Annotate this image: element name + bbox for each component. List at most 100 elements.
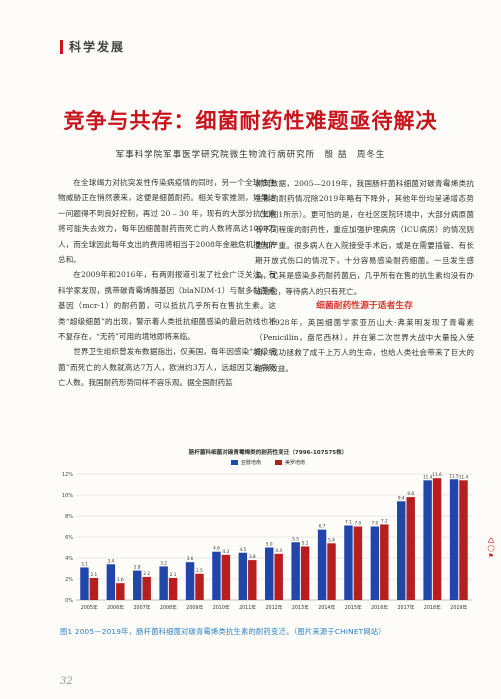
data-label: 7.2	[381, 518, 388, 523]
triangle-icon: 🛆	[487, 536, 495, 544]
bar	[142, 576, 151, 600]
article-authors: 军事科学院军事医学研究院微生物流行病研究所 殷 喆 周冬生	[115, 150, 386, 160]
y-tick-label: 0%	[65, 598, 73, 604]
bar	[291, 542, 300, 600]
chart-legend: 亚胺培南 美罗培南	[58, 459, 478, 466]
x-tick-label: 2008年	[160, 604, 177, 611]
left-column: 在全球竭力对抗突发性传染病疫情的同时，另一个全球性生物威胁正在悄然袭来，这便是细…	[58, 175, 276, 391]
data-label: 2.8	[134, 565, 141, 570]
x-tick-label: 2006年	[107, 604, 124, 611]
data-label: 4.3	[223, 549, 230, 554]
y-tick-label: 4%	[65, 556, 73, 562]
data-label: 9.8	[407, 491, 414, 496]
bar	[195, 573, 204, 600]
bar	[265, 547, 274, 600]
bar	[89, 577, 99, 600]
bar	[370, 526, 380, 600]
data-label: 4.6	[213, 546, 220, 551]
data-label: 5.4	[328, 537, 335, 542]
data-label: 7.0	[355, 521, 362, 526]
flag-icon: ⚑	[488, 552, 494, 560]
bar	[168, 577, 178, 600]
y-tick-label: 10%	[62, 493, 73, 499]
bar	[248, 560, 257, 600]
data-label: 1.6	[117, 577, 124, 582]
bar	[238, 552, 248, 600]
section-header: 科学发展	[60, 38, 125, 55]
x-tick-label: 2016年	[371, 604, 388, 611]
x-tick-label: 2014年	[318, 604, 335, 611]
bar	[449, 479, 459, 600]
paragraph: 测网数据，2005—2019年，我国肠杆菌科细菌对碳青霉烯类抗生素的耐药情况除2…	[255, 179, 474, 296]
x-tick-label: 2012年	[265, 604, 282, 611]
paragraph: 世界卫生组织曾发布数据指出，仅美国，每年因感染“超级细菌”而死亡的人数就高达7万…	[58, 347, 276, 388]
data-label: 5.0	[266, 542, 273, 547]
data-label: 2.1	[170, 572, 177, 577]
y-tick-label: 8%	[65, 514, 73, 520]
figure-caption: 图1 2005—2019年，肠杆菌科细菌对碳青霉烯类抗生素的耐药变迁。（图片来源…	[60, 627, 386, 636]
data-label: 3.1	[81, 561, 88, 566]
data-label: 7.1	[345, 519, 352, 524]
bar	[344, 525, 353, 600]
bar	[221, 554, 231, 600]
y-tick-label: 12%	[62, 472, 73, 478]
x-tick-label: 2019年	[450, 604, 467, 611]
bar	[459, 480, 468, 600]
bar	[423, 480, 432, 600]
bar	[397, 501, 406, 600]
page-number: 32	[60, 676, 73, 687]
data-label: 11.4	[423, 474, 433, 479]
data-label: 3.2	[160, 560, 167, 565]
bar	[212, 551, 221, 600]
paragraph: 在全球竭力对抗突发性传染病疫情的同时，另一个全球性生物威胁正在悄然袭来，这便是细…	[58, 178, 276, 265]
x-tick-label: 2015年	[345, 604, 362, 611]
bar	[159, 566, 168, 600]
x-tick-label: 2011年	[239, 604, 256, 611]
bar	[116, 583, 125, 600]
bar-chart: 0% 2% 4% 6% 8% 10% 12% 3.1 2.1 2005年 3.4 1.6 2006年 2.…	[62, 472, 472, 611]
x-tick-label: 2018年	[424, 604, 441, 611]
legend-item: 美罗培南	[275, 459, 305, 466]
data-label: 4.5	[240, 547, 247, 552]
bar	[133, 570, 142, 600]
bar	[327, 543, 336, 600]
x-tick-label: 2009年	[186, 604, 203, 611]
data-label: 11.4	[459, 474, 469, 479]
data-label: 11.5	[449, 473, 459, 478]
article-title: 竞争与共存：细菌耐药性难题亟待解决	[63, 109, 438, 133]
data-label: 5.1	[302, 540, 309, 545]
data-label: 9.4	[398, 495, 405, 500]
bar	[432, 478, 442, 600]
data-label: 3.4	[108, 558, 115, 563]
y-tick-label: 2%	[65, 577, 73, 583]
data-label: 7.0	[372, 521, 379, 526]
data-label: 11.6	[432, 472, 442, 477]
x-tick-label: 2010年	[213, 604, 230, 611]
legend-item: 亚胺培南	[230, 459, 261, 466]
x-tick-label: 2013年	[292, 604, 309, 611]
bar	[406, 497, 415, 600]
data-label: 2.5	[196, 568, 203, 573]
paragraph: 1928年，英国细菌学家亚历山大·弗莱明发现了青霉素（Penicillin，盘尼…	[255, 317, 474, 373]
section-subheading: 细菌耐药性源于适者生存	[316, 301, 413, 312]
bar	[106, 564, 116, 600]
bar	[353, 526, 363, 600]
data-label: 3.6	[187, 556, 194, 561]
figure-1: 肠杆菌科细菌对碳青霉烯类的耐药性变迁（7996-107575株） 亚胺培南 美罗…	[58, 448, 478, 618]
x-tick-label: 2005年	[81, 604, 98, 611]
section-label: 科学发展	[69, 40, 126, 54]
x-tick-label: 2017年	[397, 604, 414, 611]
section-marker	[60, 39, 63, 54]
side-icons: 🛆 ◯ ⚑	[486, 536, 496, 560]
bar	[300, 546, 310, 600]
right-column: 测网数据，2005—2019年，我国肠杆菌科细菌对碳青霉烯类抗生素的耐药情况除2…	[255, 176, 474, 376]
bar	[380, 524, 389, 600]
circle-icon: ◯	[487, 544, 495, 552]
data-label: 2.2	[143, 571, 150, 576]
bar	[317, 529, 327, 600]
data-label: 6.7	[319, 524, 326, 529]
y-tick-label: 6%	[65, 535, 73, 541]
chart-title: 肠杆菌科细菌对碳青霉烯类的耐药性变迁（7996-107575株）	[188, 450, 348, 456]
x-tick-label: 2007年	[133, 604, 150, 611]
bar	[274, 553, 283, 600]
